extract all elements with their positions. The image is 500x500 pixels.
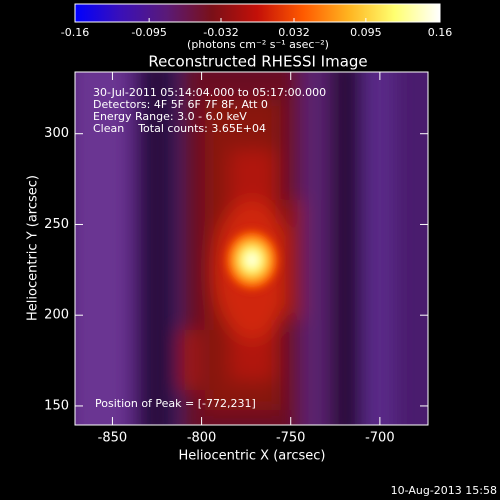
y-tick-label: 200 [44,308,69,323]
x-tick-label: -700 [365,431,395,446]
colorbar-tick-label: -0.095 [131,26,166,39]
colorbar-tick-label: -0.16 [61,26,89,39]
annotation: 30-Jul-2011 05:14:04.000 to 05:17:00.000 [93,86,326,99]
x-tick-label: -800 [187,431,217,446]
annotation: Detectors: 4F 5F 6F 7F 8F, Att 0 [93,98,268,111]
chart-title: Reconstructed RHESSI Image [148,53,367,71]
timestamp: 10-Aug-2013 15:58 [391,484,497,497]
y-tick-label: 300 [44,126,69,141]
annotation: Energy Range: 3.0 - 6.0 keV [93,110,247,123]
annotation: Clean Total counts: 3.65E+04 [93,122,266,135]
y-axis-label: Heliocentric Y (arcsec) [26,175,41,321]
peak-label: Position of Peak = [-772,231] [95,397,256,410]
x-axis-label: Heliocentric X (arcsec) [179,449,326,464]
y-tick-label: 250 [44,217,69,232]
y-tick-label: 150 [44,398,69,413]
colorbar-label: (photons cm⁻² s⁻¹ asec⁻²) [187,38,329,51]
heatmap [75,72,428,425]
colorbar-tick-label: 0.16 [428,26,453,39]
colorbar-tick-label: 0.095 [350,26,382,39]
colorbar-tick-label: -0.032 [203,26,238,39]
x-tick-label: -850 [98,431,128,446]
x-tick-label: -750 [276,431,306,446]
plot-frame [74,71,429,426]
colorbar [74,3,441,23]
colorbar-tick-label: 0.032 [278,26,310,39]
